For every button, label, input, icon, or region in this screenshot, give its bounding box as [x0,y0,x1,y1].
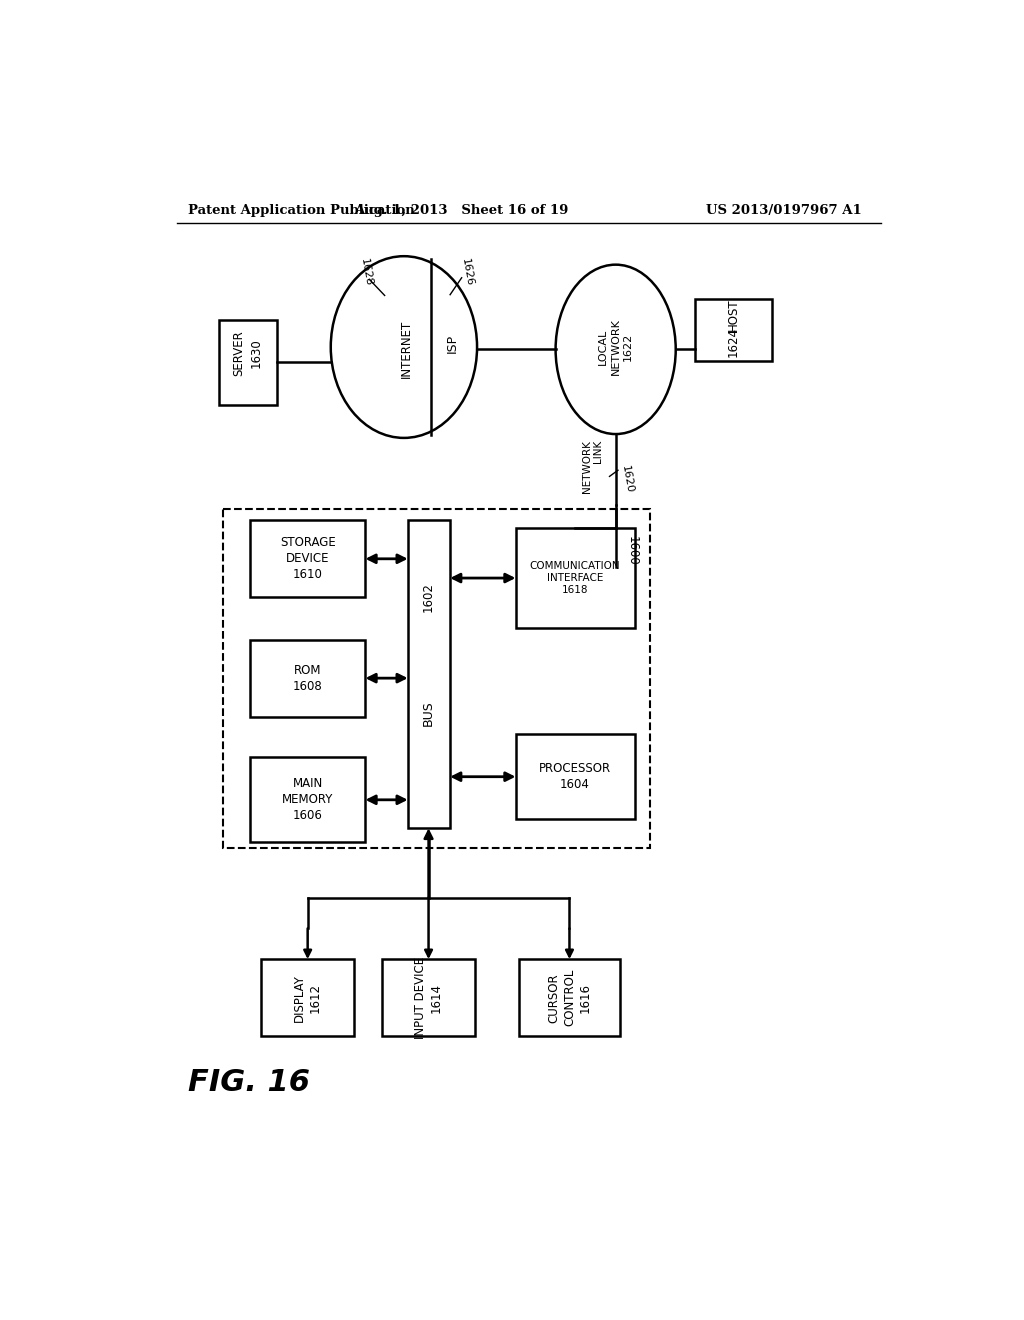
FancyBboxPatch shape [382,960,475,1036]
Text: NETWORK
LINK: NETWORK LINK [582,440,603,492]
Text: INTERNET: INTERNET [399,321,413,379]
Text: 1600: 1600 [626,536,639,566]
Text: ROM
1608: ROM 1608 [293,664,323,693]
FancyBboxPatch shape [250,758,366,842]
Text: SERVER
1630: SERVER 1630 [232,330,262,376]
Text: PROCESSOR
1604: PROCESSOR 1604 [539,762,611,791]
FancyBboxPatch shape [219,321,276,405]
Text: INPUT DEVICE
1614: INPUT DEVICE 1614 [414,957,443,1039]
Text: LOCAL
NETWORK
1622: LOCAL NETWORK 1622 [598,318,633,375]
Text: MAIN
MEMORY
1606: MAIN MEMORY 1606 [282,777,334,822]
FancyBboxPatch shape [250,640,366,717]
Text: HOST: HOST [727,298,740,331]
FancyBboxPatch shape [515,734,635,818]
Text: 1626: 1626 [460,257,474,286]
Text: US 2013/0197967 A1: US 2013/0197967 A1 [707,205,862,218]
FancyBboxPatch shape [250,520,366,597]
Text: 1620: 1620 [620,465,634,494]
Text: COMMUNICATION
INTERFACE
1618: COMMUNICATION INTERFACE 1618 [529,561,621,595]
Text: BUS: BUS [422,700,435,726]
Text: FIG. 16: FIG. 16 [188,1068,310,1097]
Text: CURSOR
CONTROL
1616: CURSOR CONTROL 1616 [547,969,592,1027]
FancyBboxPatch shape [695,300,772,360]
Text: 1602: 1602 [422,582,435,612]
Text: STORAGE
DEVICE
1610: STORAGE DEVICE 1610 [280,536,336,581]
FancyBboxPatch shape [515,528,635,628]
Text: Patent Application Publication: Patent Application Publication [188,205,415,218]
Text: Aug. 1, 2013   Sheet 16 of 19: Aug. 1, 2013 Sheet 16 of 19 [354,205,569,218]
FancyBboxPatch shape [519,960,620,1036]
Text: 1628: 1628 [358,257,374,288]
FancyBboxPatch shape [261,960,354,1036]
FancyBboxPatch shape [408,520,451,829]
Text: DISPLAY
1612: DISPLAY 1612 [293,974,323,1022]
Text: 1624: 1624 [727,326,740,356]
Text: ISP: ISP [445,334,459,352]
